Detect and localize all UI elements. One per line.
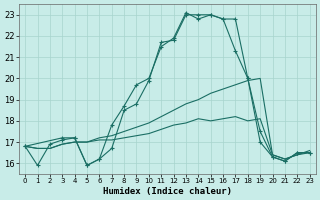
X-axis label: Humidex (Indice chaleur): Humidex (Indice chaleur) [103, 187, 232, 196]
